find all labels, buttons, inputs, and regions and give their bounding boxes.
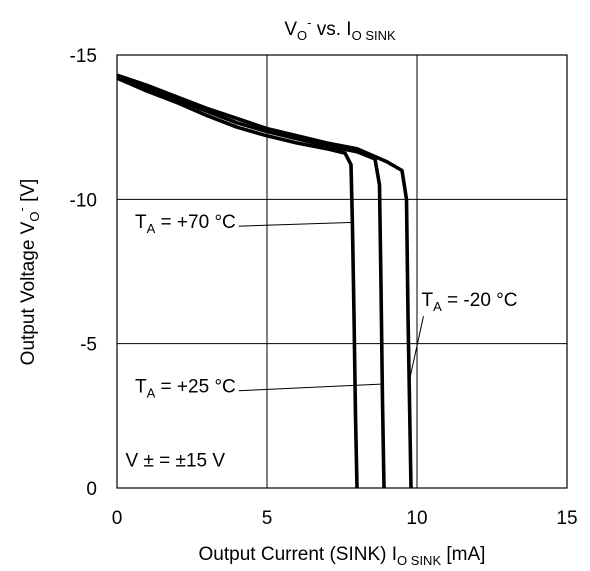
annotation-bg-t25 xyxy=(132,374,239,403)
y-tick-3: -15 xyxy=(70,46,97,67)
y-tick-labels: 0 -5 -10 -15 xyxy=(70,46,97,500)
annotation-leader-tm20 xyxy=(408,316,424,385)
chart-title: VO- vs. IO SINK xyxy=(284,15,396,43)
y-axis-label-sup: - xyxy=(14,207,29,211)
grid-lines xyxy=(117,55,567,488)
annotation-label-t25: TA = +25 °C xyxy=(135,377,236,401)
annotation-leader-t25 xyxy=(237,383,382,392)
x-tick-2: 10 xyxy=(406,508,427,529)
title-sub: O xyxy=(297,28,307,43)
x-tick-1: 5 xyxy=(262,508,273,529)
x-tick-0: 0 xyxy=(112,508,123,529)
annotation-leader-t70 xyxy=(237,221,354,227)
title-mid: vs. I xyxy=(311,19,351,40)
x-axis-label: Output Current (SINK) IO SINK [mA] xyxy=(199,544,486,568)
title-sup: - xyxy=(307,15,311,30)
annotation-t25: TA = +25 °C xyxy=(132,374,239,403)
y-tick-2: -10 xyxy=(70,190,97,211)
plot-frame xyxy=(116,54,568,489)
x-tick-3: 15 xyxy=(556,508,577,529)
title-mid-sub: O SINK xyxy=(352,28,396,43)
x-tick-labels: 0 5 10 15 xyxy=(112,508,578,529)
series-line-0 xyxy=(116,76,359,489)
series-line-2 xyxy=(116,73,413,489)
y-axis-label-sub: O xyxy=(27,212,42,222)
annotation-bg-t70 xyxy=(132,210,239,239)
title-main: V xyxy=(284,19,297,40)
y-axis-label-unit: [V] xyxy=(18,179,39,208)
y-tick-1: -5 xyxy=(80,335,97,356)
annotation-tm20: TA = -20 °C xyxy=(418,288,521,317)
series-line-1 xyxy=(116,75,386,489)
y-axis-label-main: Output Voltage V xyxy=(18,221,39,365)
x-axis-label-sub: O SINK xyxy=(397,553,441,568)
x-axis-label-unit: [mA] xyxy=(441,544,485,565)
series-group xyxy=(116,73,413,489)
annotations: TA = +70 °C TA = +25 °C TA = -20 °C xyxy=(132,210,521,403)
annotation-label-t70: TA = +70 °C xyxy=(135,212,236,236)
y-axis-label: Output Voltage VO- [V] xyxy=(14,179,42,366)
supply-note: V ± = ±15 V xyxy=(126,450,226,471)
y-tick-0: 0 xyxy=(86,479,97,500)
annotation-bg-tm20 xyxy=(418,288,521,317)
x-axis-label-main: Output Current (SINK) I xyxy=(199,544,398,565)
annotation-label-tm20: TA = -20 °C xyxy=(422,290,518,314)
annotation-t70: TA = +70 °C xyxy=(132,210,239,239)
